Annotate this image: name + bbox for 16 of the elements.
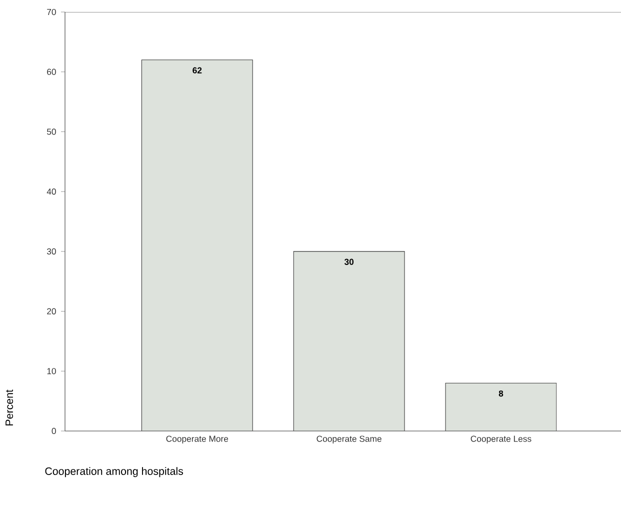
y-tick-label: 20 [47, 308, 56, 314]
y-tick-label: 50 [47, 128, 56, 135]
x-tick-label: Cooperate More [166, 436, 228, 444]
data-label: 30 [344, 258, 354, 265]
x-tick-label: Cooperate Less [470, 436, 532, 444]
y-tick-label: 10 [47, 368, 56, 374]
y-tick-label: 70 [47, 8, 56, 16]
y-tick-label: 40 [46, 188, 56, 195]
y-tick-label: 30 [46, 248, 56, 254]
y-tick-label: 60 [47, 68, 56, 75]
data-label: 62 [192, 67, 202, 74]
y-axis-title: Percent [6, 390, 14, 426]
data-label: 8 [498, 390, 504, 397]
x-tick-label: Cooperate Same [316, 436, 382, 444]
y-tick-label: 0 [52, 428, 56, 434]
x-axis-title: Cooperation among hospitals [45, 467, 184, 478]
